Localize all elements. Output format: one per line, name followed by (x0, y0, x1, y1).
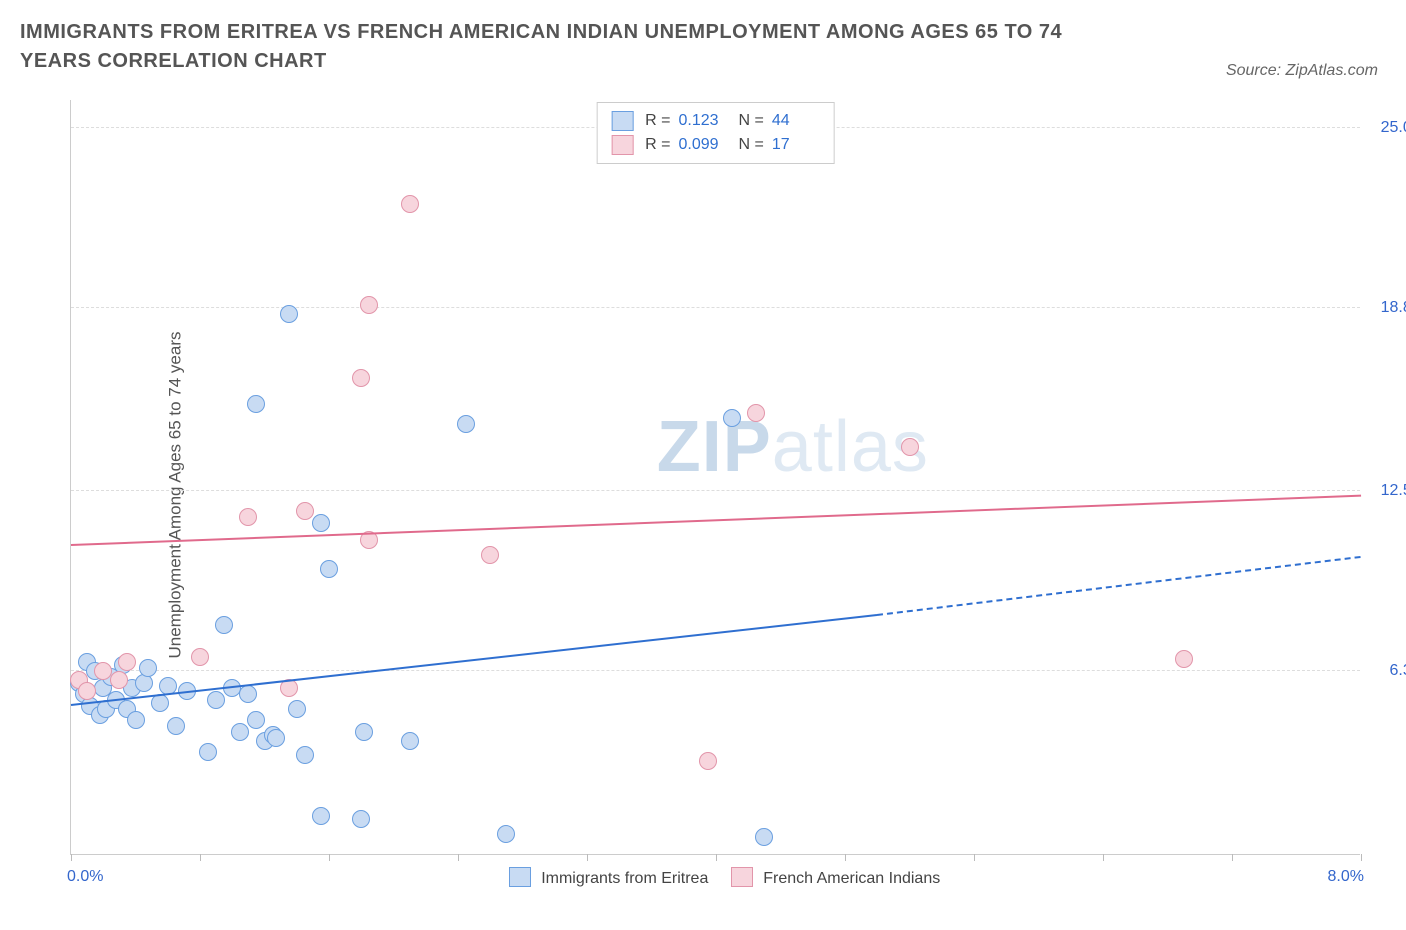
x-tick (458, 854, 459, 861)
data-point (723, 409, 741, 427)
data-point (296, 746, 314, 764)
x-tick (716, 854, 717, 861)
data-point (280, 305, 298, 323)
data-point (110, 671, 128, 689)
source-attribution: Source: ZipAtlas.com (1226, 62, 1378, 80)
x-tick (587, 854, 588, 861)
x-tick (1103, 854, 1104, 861)
series-swatch-b (731, 867, 753, 887)
x-tick (200, 854, 201, 861)
data-point (288, 700, 306, 718)
data-point (239, 685, 257, 703)
data-point (191, 648, 209, 666)
x-tick (329, 854, 330, 861)
n-value-a: 44 (772, 109, 820, 133)
x-tick (1361, 854, 1362, 861)
data-point (401, 195, 419, 213)
legend-swatch-b (611, 135, 633, 155)
trend-line (71, 495, 1361, 546)
chart-title: IMMIGRANTS FROM ERITREA VS FRENCH AMERIC… (20, 18, 1070, 76)
data-point (360, 296, 378, 314)
data-point (320, 560, 338, 578)
data-point (401, 732, 419, 750)
source-prefix: Source: (1226, 62, 1286, 79)
data-point (239, 508, 257, 526)
legend-swatch-a (611, 111, 633, 131)
plot-area: ZIPatlas R = 0.123 N = 44 R = 0.099 N = … (70, 100, 1360, 855)
x-tick (71, 854, 72, 861)
y-tick-label: 18.8% (1366, 299, 1406, 317)
data-point (199, 743, 217, 761)
legend-row-series-a: R = 0.123 N = 44 (611, 109, 820, 133)
data-point (296, 502, 314, 520)
data-point (167, 717, 185, 735)
series-label-a: Immigrants from Eritrea (541, 870, 708, 887)
data-point (352, 810, 370, 828)
data-point (118, 653, 136, 671)
data-point (481, 546, 499, 564)
data-point (78, 682, 96, 700)
series-swatch-a (509, 867, 531, 887)
data-point (497, 825, 515, 843)
watermark: ZIPatlas (657, 406, 929, 488)
data-point (247, 395, 265, 413)
y-tick-label: 6.3% (1366, 662, 1406, 680)
x-tick (1232, 854, 1233, 861)
chart-container: Unemployment Among Ages 65 to 74 years Z… (20, 100, 1386, 890)
data-point (312, 514, 330, 532)
data-point (312, 807, 330, 825)
r-label-a: R = (645, 109, 670, 133)
data-point (247, 711, 265, 729)
data-point (267, 729, 285, 747)
data-point (457, 415, 475, 433)
data-point (231, 723, 249, 741)
data-point (215, 616, 233, 634)
n-label-b: N = (739, 133, 764, 157)
source-name: ZipAtlas.com (1286, 62, 1378, 79)
data-point (901, 438, 919, 456)
x-tick (974, 854, 975, 861)
data-point (755, 828, 773, 846)
gridline (71, 670, 1360, 671)
x-min-label: 0.0% (67, 868, 103, 886)
x-tick (845, 854, 846, 861)
n-value-b: 17 (772, 133, 820, 157)
data-point (139, 659, 157, 677)
data-point (127, 711, 145, 729)
data-point (1175, 650, 1193, 668)
legend-row-series-b: R = 0.099 N = 17 (611, 133, 820, 157)
r-value-a: 0.123 (679, 109, 727, 133)
r-label-b: R = (645, 133, 670, 157)
series-label-b: French American Indians (763, 870, 940, 887)
n-label-a: N = (739, 109, 764, 133)
data-point (352, 369, 370, 387)
data-point (747, 404, 765, 422)
gridline (71, 307, 1360, 308)
x-max-label: 8.0% (1328, 868, 1364, 886)
y-tick-label: 25.0% (1366, 119, 1406, 137)
data-point (355, 723, 373, 741)
data-point (207, 691, 225, 709)
r-value-b: 0.099 (679, 133, 727, 157)
y-tick-label: 12.5% (1366, 482, 1406, 500)
gridline (71, 490, 1360, 491)
correlation-legend-box: R = 0.123 N = 44 R = 0.099 N = 17 (596, 102, 835, 164)
data-point (699, 752, 717, 770)
trend-line-extrapolated (877, 556, 1361, 616)
series-legend: Immigrants from Eritrea French American … (71, 867, 1360, 888)
